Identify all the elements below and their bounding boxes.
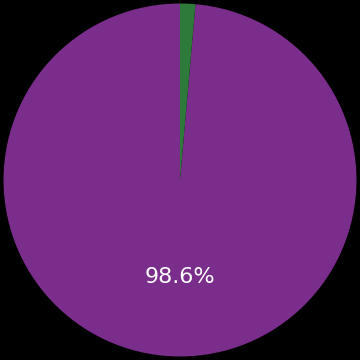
Text: 98.6%: 98.6%: [145, 267, 215, 287]
Wedge shape: [4, 4, 356, 356]
Wedge shape: [180, 4, 195, 180]
